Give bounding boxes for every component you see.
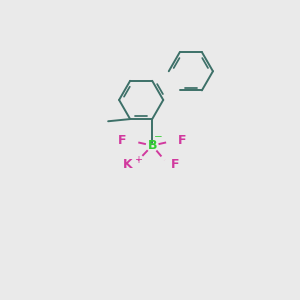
Text: B: B xyxy=(148,139,157,152)
Text: F: F xyxy=(171,158,179,171)
Text: F: F xyxy=(178,134,187,147)
Text: K: K xyxy=(123,158,133,171)
Text: +: + xyxy=(134,155,142,165)
Text: F: F xyxy=(118,134,126,147)
Text: −: − xyxy=(154,132,163,142)
